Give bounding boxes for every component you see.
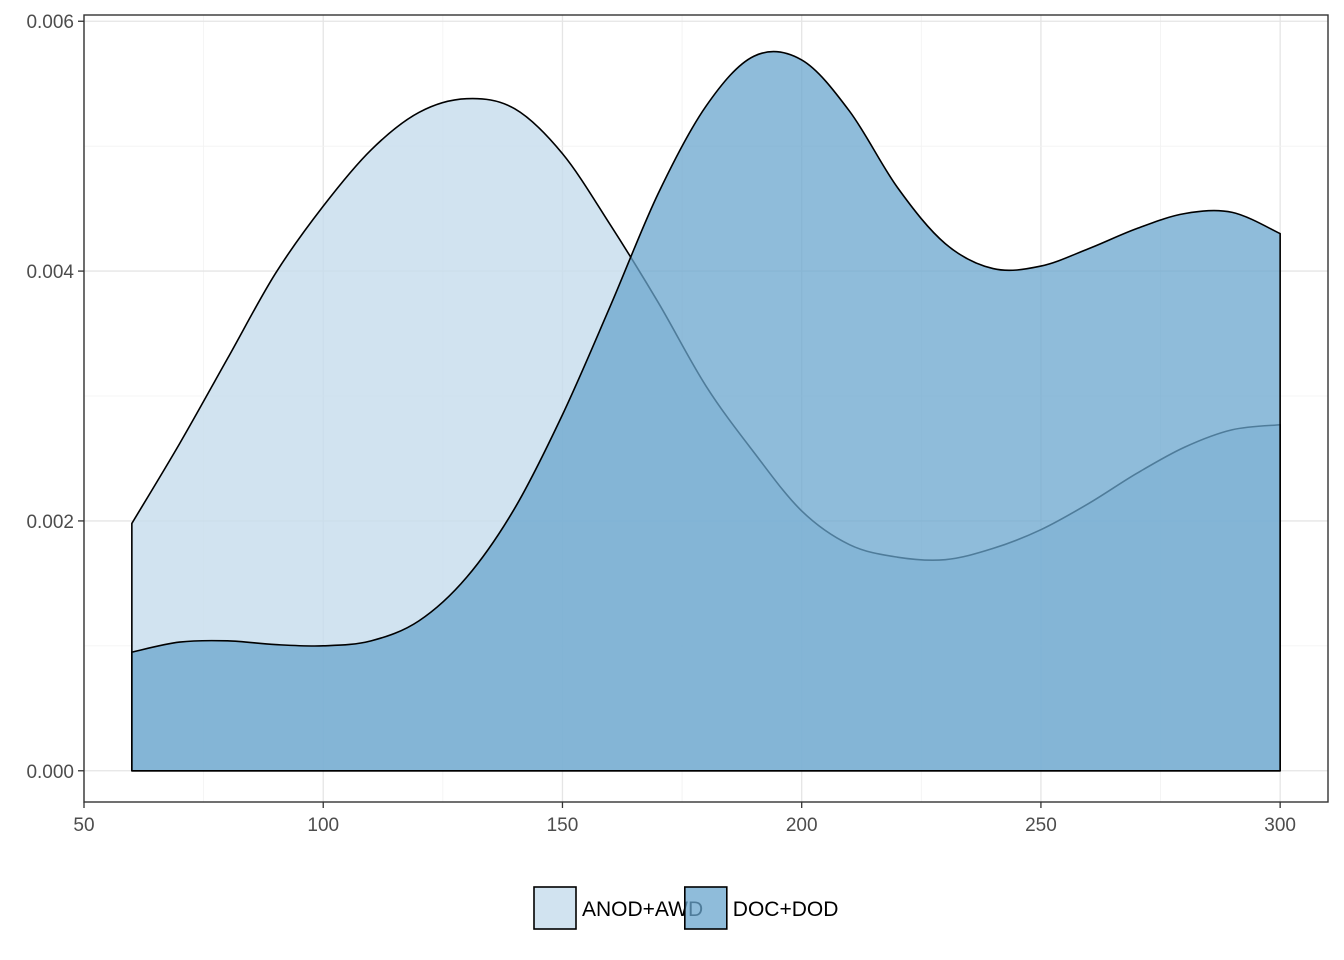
x-tick-label: 250 xyxy=(1025,815,1057,836)
x-tick-label: 200 xyxy=(786,815,818,836)
y-tick-label: 0.000 xyxy=(26,762,74,783)
x-tick-label: 50 xyxy=(73,815,94,836)
x-tick-label: 150 xyxy=(547,815,579,836)
legend-item-anod-awd: ANOD+AWD xyxy=(533,886,703,930)
legend-key xyxy=(683,886,728,930)
legend-label: ANOD+AWD xyxy=(582,898,703,921)
density-area-doc-dod xyxy=(131,50,1281,772)
legend: ANOD+AWD DOC+DOD xyxy=(533,886,839,930)
legend-label: DOC+DOD xyxy=(733,898,839,921)
density-areas xyxy=(131,50,1281,772)
y-tick-label: 0.006 xyxy=(26,12,74,33)
plot-panel-border xyxy=(83,14,1329,803)
y-tick-label: 0.002 xyxy=(26,512,74,533)
axes: 50 100 150 200 250 300 0.000 0.002 0.004 0.006 xyxy=(26,12,1296,836)
y-tick-label: 0.004 xyxy=(26,262,74,283)
x-tick-label: 300 xyxy=(1264,815,1296,836)
legend-key xyxy=(533,886,577,930)
x-tick-label: 100 xyxy=(307,815,339,836)
legend-item-doc-dod: DOC+DOD xyxy=(683,886,839,930)
